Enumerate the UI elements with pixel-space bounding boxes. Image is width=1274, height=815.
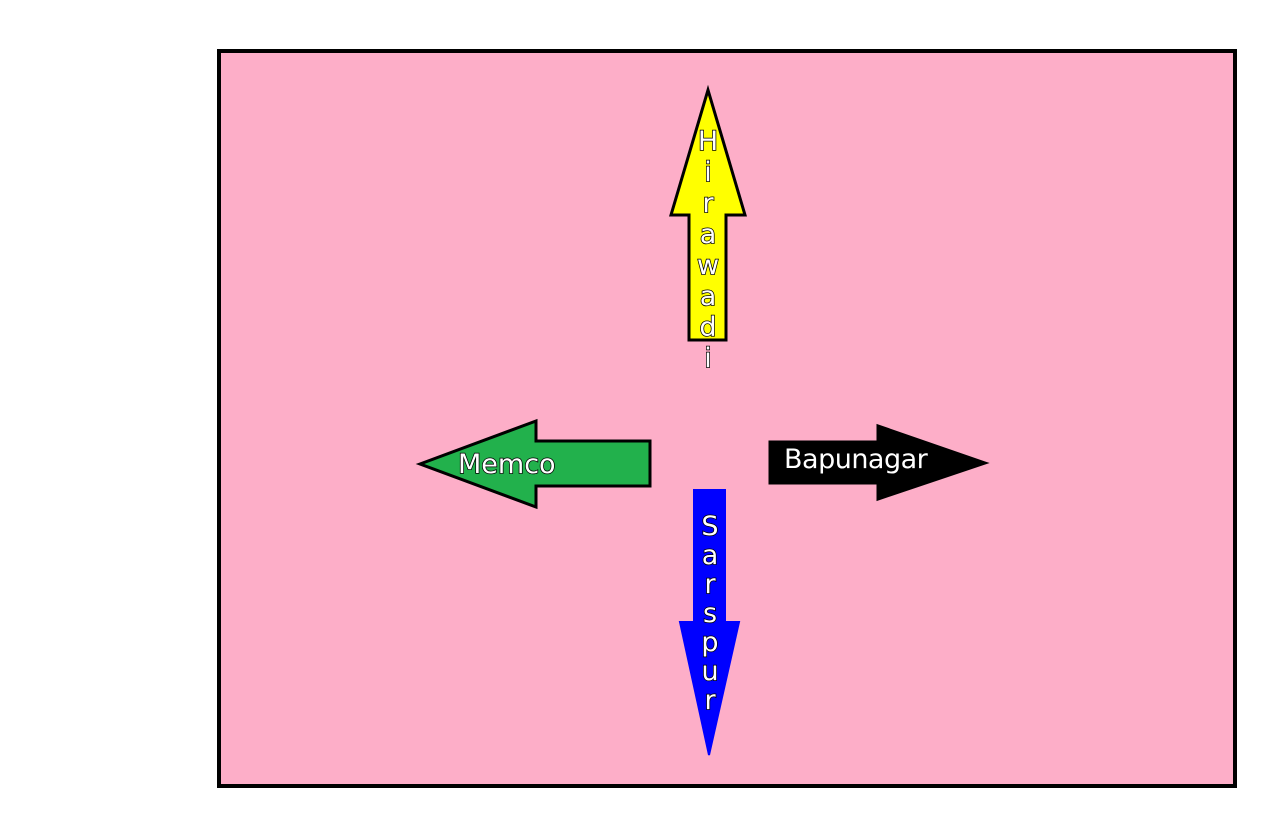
arrow-hirawadi-shape bbox=[668, 84, 748, 342]
arrow-memco-shape bbox=[415, 418, 652, 510]
arrow-memco-label: Memco bbox=[458, 449, 556, 480]
arrow-memco: Memco bbox=[415, 418, 652, 510]
arrow-sarspur-shape bbox=[678, 489, 741, 756]
arrow-bapunagar-label: Bapunagar bbox=[784, 444, 929, 475]
arrow-bapunagar: Bapunagar bbox=[768, 423, 990, 502]
arrow-bapunagar-shape bbox=[768, 423, 990, 502]
